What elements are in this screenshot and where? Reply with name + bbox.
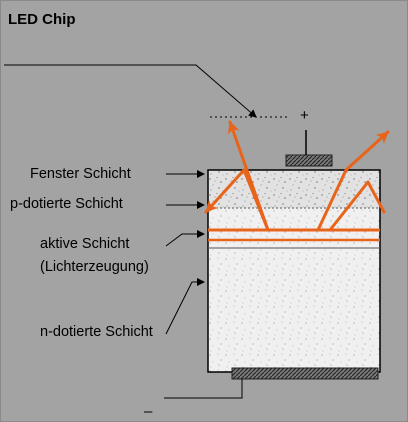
minus-terminal: – [144, 403, 153, 420]
label-p-doped-layer: p-dotierte Schicht [10, 196, 123, 212]
led-chip-body [207, 169, 381, 373]
label-n-doped-layer: n-dotierte Schicht [40, 324, 153, 340]
light-rays [204, 120, 390, 232]
plus-terminal: + [300, 107, 309, 124]
window-layer [208, 170, 380, 208]
top-contact [285, 154, 333, 167]
label-active-layer: aktive Schicht [40, 236, 129, 252]
label-light-generation: (Lichterzeugung) [40, 259, 149, 275]
bottom-contact [231, 367, 379, 380]
label-window-layer: Fenster Schicht [30, 166, 131, 182]
diagram-title: LED Chip [8, 11, 76, 28]
plus-leader-line [4, 64, 257, 118]
active-layer-bands [208, 228, 380, 242]
p-doped-layer [208, 208, 380, 230]
n-doped-layer [208, 248, 380, 372]
minus-leader-line [164, 379, 243, 399]
